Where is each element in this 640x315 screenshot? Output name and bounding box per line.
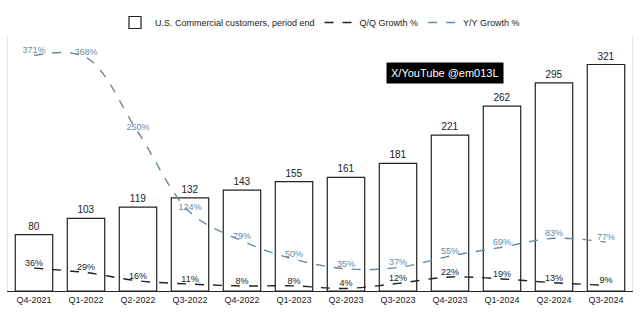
svg-text:79%: 79% (233, 231, 251, 241)
svg-text:Q3-2022: Q3-2022 (172, 295, 207, 305)
svg-text:Q2-2022: Q2-2022 (120, 295, 155, 305)
svg-text:295: 295 (545, 69, 562, 80)
svg-text:368%: 368% (74, 47, 97, 57)
svg-text:Q4-2022: Q4-2022 (224, 295, 259, 305)
svg-text:8%: 8% (287, 276, 300, 286)
svg-text:119: 119 (130, 193, 146, 204)
svg-text:22%: 22% (441, 267, 459, 277)
svg-text:Y/Y Growth %: Y/Y Growth % (463, 18, 519, 28)
svg-text:250%: 250% (126, 122, 149, 132)
svg-text:83%: 83% (545, 228, 563, 238)
svg-text:Q4-2021: Q4-2021 (16, 295, 51, 305)
svg-text:Q4-2023: Q4-2023 (432, 295, 467, 305)
svg-text:Q2-2023: Q2-2023 (328, 295, 363, 305)
svg-text:12%: 12% (389, 273, 407, 283)
svg-text:155: 155 (285, 168, 302, 179)
svg-text:35%: 35% (337, 259, 355, 269)
svg-text:132: 132 (181, 184, 198, 195)
svg-text:36%: 36% (25, 258, 43, 268)
svg-text:103: 103 (77, 204, 94, 215)
svg-text:8%: 8% (235, 276, 248, 286)
svg-text:221: 221 (441, 121, 458, 132)
svg-text:161: 161 (337, 163, 354, 174)
svg-text:U.S. Commercial customers, per: U.S. Commercial customers, period end (155, 18, 315, 28)
svg-text:16%: 16% (129, 271, 147, 281)
svg-text:Q2-2024: Q2-2024 (536, 295, 571, 305)
svg-text:Q1-2024: Q1-2024 (484, 295, 519, 305)
svg-text:371%: 371% (22, 45, 45, 55)
svg-text:262: 262 (493, 92, 510, 103)
svg-text:37%: 37% (389, 257, 407, 267)
svg-text:80: 80 (28, 221, 40, 232)
svg-text:11%: 11% (181, 274, 198, 284)
svg-text:13%: 13% (545, 273, 563, 283)
svg-text:4%: 4% (339, 278, 352, 288)
svg-text:Q1-2023: Q1-2023 (276, 295, 311, 305)
svg-text:X/YouTube @em013L: X/YouTube @em013L (391, 67, 499, 79)
svg-text:321: 321 (597, 51, 614, 62)
svg-text:Q3-2023: Q3-2023 (380, 295, 415, 305)
svg-text:143: 143 (233, 176, 250, 187)
svg-text:Q1-2022: Q1-2022 (68, 295, 103, 305)
svg-text:55%: 55% (441, 246, 459, 256)
svg-text:29%: 29% (77, 262, 95, 272)
svg-text:Q/Q Growth %: Q/Q Growth % (360, 18, 419, 28)
svg-text:19%: 19% (493, 269, 511, 279)
svg-text:124%: 124% (178, 202, 201, 212)
svg-text:181: 181 (389, 149, 406, 160)
svg-text:9%: 9% (599, 275, 612, 285)
svg-text:69%: 69% (493, 237, 511, 247)
svg-text:77%: 77% (597, 232, 615, 242)
svg-text:Q3-2024: Q3-2024 (588, 295, 623, 305)
svg-text:50%: 50% (285, 249, 303, 259)
